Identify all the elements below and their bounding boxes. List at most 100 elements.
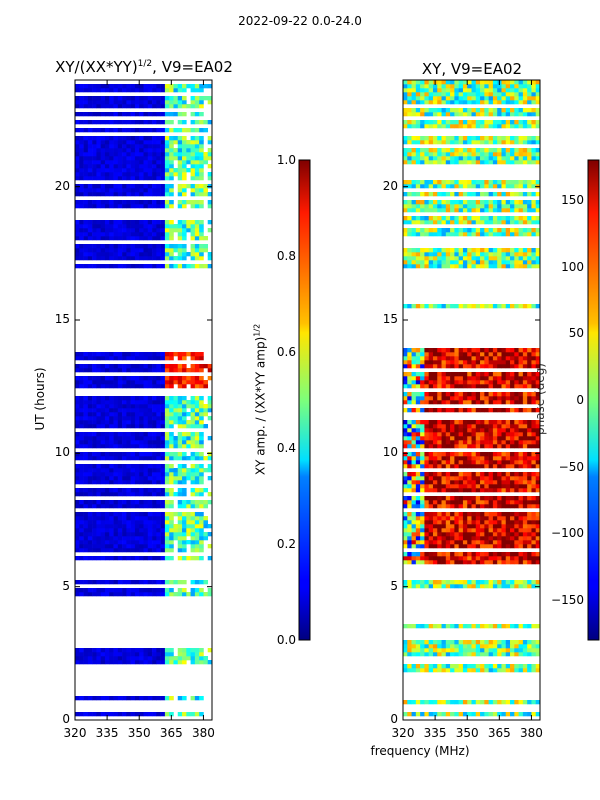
- heat-cell: [424, 544, 429, 549]
- heat-cell: [480, 348, 485, 353]
- heat-cell: [407, 184, 412, 189]
- heat-cell: [450, 476, 455, 481]
- heat-cell: [134, 520, 140, 525]
- heat-cell: [104, 696, 110, 701]
- heat-cell: [156, 244, 161, 249]
- heat-cell: [497, 380, 502, 385]
- heat-cell: [484, 700, 489, 705]
- heat-cell: [510, 584, 515, 589]
- heat-cell: [531, 356, 537, 361]
- heat-cell: [510, 228, 515, 233]
- heat-cell: [441, 436, 447, 441]
- heat-cell: [488, 432, 494, 437]
- heat-cell: [454, 424, 459, 429]
- heat-cell: [505, 228, 511, 233]
- heat-cell: [501, 424, 507, 429]
- heat-cell: [437, 352, 442, 357]
- heat-cell: [126, 204, 131, 209]
- heat-cell: [134, 500, 140, 505]
- heat-cell: [87, 192, 93, 197]
- heat-cell: [424, 184, 429, 189]
- heat-cell: [79, 100, 84, 105]
- heat-cell: [497, 512, 502, 517]
- heat-cell: [501, 460, 507, 465]
- heat-cell: [194, 264, 200, 269]
- heat-cell: [514, 584, 519, 589]
- heat-cell: [471, 644, 477, 649]
- heat-cell: [411, 532, 417, 537]
- heat-cell: [484, 528, 489, 533]
- heat-cell: [415, 356, 421, 361]
- heat-cell: [445, 208, 451, 213]
- heat-cell: [109, 204, 114, 209]
- heat-cell: [492, 232, 498, 237]
- heat-cell: [139, 652, 144, 657]
- heat-cell: [156, 220, 161, 225]
- heat-cell: [75, 488, 80, 493]
- heat-cell: [87, 588, 93, 593]
- heat-cell: [454, 640, 459, 645]
- heat-cell: [510, 160, 515, 165]
- heat-cell: [130, 368, 136, 373]
- heat-cell: [177, 520, 183, 525]
- heat-cell: [177, 364, 183, 369]
- heat-cell: [117, 412, 123, 417]
- heat-cell: [122, 592, 127, 597]
- heat-cell: [130, 200, 136, 205]
- heat-cell: [467, 584, 472, 589]
- heat-cell: [190, 440, 196, 445]
- heat-cell: [501, 504, 507, 509]
- heat-cell: [437, 556, 442, 561]
- heat-cell: [518, 528, 524, 533]
- heat-cell: [122, 588, 127, 593]
- heat-cell: [420, 200, 425, 205]
- heat-cell: [522, 156, 528, 161]
- heat-cell: [505, 528, 511, 533]
- heat-cell: [177, 696, 183, 701]
- heat-cell: [147, 160, 153, 165]
- heat-cell: [462, 424, 468, 429]
- heat-cell: [194, 104, 200, 109]
- heat-cell: [190, 352, 196, 357]
- heat-cell: [152, 96, 157, 101]
- heat-cell: [169, 364, 174, 369]
- heat-cell: [501, 200, 507, 205]
- heat-cell: [134, 252, 140, 257]
- heat-cell: [407, 536, 412, 541]
- xlabel-shared: frequency (MHz): [370, 744, 470, 758]
- heat-cell: [100, 588, 106, 593]
- heat-cell: [484, 148, 489, 153]
- heat-cell: [164, 136, 170, 141]
- heat-cell: [471, 440, 477, 445]
- heat-cell: [535, 392, 541, 397]
- heat-cell: [505, 496, 511, 501]
- heat-cell: [100, 220, 106, 225]
- heat-cell: [441, 540, 447, 545]
- heat-cell: [79, 200, 84, 205]
- heat-cell: [497, 436, 502, 441]
- heat-cell: [445, 584, 451, 589]
- heat-cell: [527, 256, 532, 261]
- heat-cell: [475, 140, 481, 145]
- heat-cell: [100, 420, 106, 425]
- heat-cell: [104, 416, 110, 421]
- heat-cell: [441, 260, 447, 265]
- heat-cell: [100, 356, 106, 361]
- heat-cell: [445, 372, 451, 377]
- heat-cell: [505, 504, 511, 509]
- heat-cell: [156, 152, 161, 157]
- heat-cell: [522, 232, 528, 237]
- heat-cell: [122, 224, 127, 229]
- heat-cell: [100, 248, 106, 253]
- heat-cell: [445, 376, 451, 381]
- heat-cell: [437, 532, 442, 537]
- heat-cell: [407, 532, 412, 537]
- heat-cell: [411, 648, 417, 653]
- heat-cell: [130, 536, 136, 541]
- heat-cell: [92, 436, 97, 441]
- heat-cell: [156, 436, 161, 441]
- heat-cell: [420, 400, 425, 405]
- heat-cell: [164, 224, 170, 229]
- heat-cell: [518, 436, 524, 441]
- heat-cell: [130, 168, 136, 173]
